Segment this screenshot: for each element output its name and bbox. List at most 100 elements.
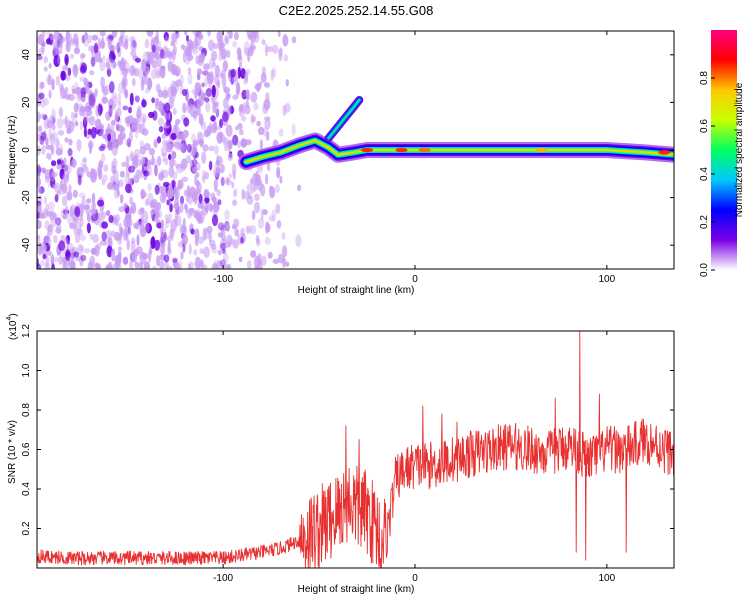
noise-speckle xyxy=(65,234,70,242)
noise-speckle xyxy=(129,196,133,205)
noise-speckle xyxy=(112,157,118,169)
noise-speckle xyxy=(182,233,189,246)
noise-speckle xyxy=(221,75,227,89)
noise-speckle xyxy=(216,155,223,167)
noise-speckle xyxy=(153,139,158,148)
noise-speckle xyxy=(246,31,251,38)
x-tick-label: -100 xyxy=(213,573,233,584)
noise-speckle xyxy=(143,261,151,269)
noise-speckle xyxy=(119,34,124,44)
noise-speckle xyxy=(232,199,238,206)
noise-speckle xyxy=(197,97,204,107)
snr-x-ticks: -100 0 100 xyxy=(213,331,616,584)
x-tick-label: 0 xyxy=(412,274,418,285)
noise-speckle xyxy=(136,108,142,119)
noise-speckle xyxy=(130,240,136,253)
noise-speckle xyxy=(136,234,140,247)
noise-speckle xyxy=(193,192,198,205)
noise-speckle xyxy=(213,167,219,177)
noise-speckle xyxy=(62,214,68,220)
noise-speckle xyxy=(196,68,203,76)
noise-speckle xyxy=(181,142,185,152)
noise-speckle xyxy=(170,40,176,47)
noise-speckle xyxy=(142,127,146,135)
noise-speckle xyxy=(195,172,200,178)
noise-speckle xyxy=(156,222,163,229)
noise-speckle xyxy=(137,208,144,216)
noise-speckle xyxy=(192,139,199,148)
noise-speckle xyxy=(271,209,277,222)
noise-speckle xyxy=(128,165,136,173)
noise-speckle xyxy=(159,239,166,248)
noise-speckle xyxy=(127,142,132,148)
noise-speckle xyxy=(62,260,68,269)
noise-speckle xyxy=(276,220,282,229)
noise-speckle xyxy=(196,208,201,215)
noise-speckle xyxy=(251,210,256,221)
noise-speckle xyxy=(82,164,88,174)
noise-speckle xyxy=(82,116,88,129)
noise-speckle xyxy=(40,131,47,141)
noise-speckle xyxy=(88,96,96,109)
noise-speckle xyxy=(56,189,61,197)
noise-speckle xyxy=(185,88,189,102)
noise-speckle xyxy=(244,71,249,82)
noise-speckle xyxy=(245,225,251,235)
noise-speckle xyxy=(101,231,107,242)
noise-speckle xyxy=(63,175,70,184)
noise-speckle xyxy=(53,55,61,67)
noise-speckle xyxy=(187,72,193,85)
colorbar-ticks: 0.0 0.2 0.4 0.6 0.8 xyxy=(699,71,715,277)
noise-speckle xyxy=(61,195,68,207)
noise-speckle xyxy=(140,79,145,92)
noise-speckle xyxy=(146,160,152,166)
noise-speckle xyxy=(37,164,41,177)
colorbar: 0.0 0.2 0.4 0.6 0.8 Normalized spectral ampl… xyxy=(699,30,745,277)
noise-speckle xyxy=(197,132,205,146)
noise-speckle xyxy=(145,222,153,234)
noise-speckle xyxy=(99,31,106,37)
noise-speckle xyxy=(56,244,61,256)
noise-speckle xyxy=(46,210,53,217)
noise-speckle xyxy=(83,248,91,254)
noise-speckle xyxy=(247,190,253,200)
noise-speckle xyxy=(139,251,145,259)
noise-speckle xyxy=(45,255,49,267)
noise-speckle xyxy=(107,132,111,142)
noise-speckle xyxy=(175,163,182,169)
noise-speckle xyxy=(66,127,72,135)
noise-speckle xyxy=(124,35,129,43)
noise-speckle xyxy=(124,38,129,50)
noise-speckle xyxy=(87,34,92,44)
noise-speckle xyxy=(230,76,235,85)
noise-speckle xyxy=(278,48,283,62)
noise-speckle xyxy=(262,103,269,115)
noise-speckle xyxy=(146,53,152,65)
noise-speckle xyxy=(227,139,233,150)
noise-speckle xyxy=(37,234,41,240)
noise-speckle xyxy=(225,179,233,186)
noise-speckle xyxy=(130,39,138,52)
noise-speckle xyxy=(37,145,42,156)
noise-speckle xyxy=(131,68,137,75)
noise-speckle xyxy=(47,236,52,247)
noise-speckle xyxy=(127,226,132,235)
noise-speckle xyxy=(222,248,226,255)
noise-speckle xyxy=(90,213,98,222)
noise-speckle xyxy=(232,170,236,180)
noise-speckle xyxy=(100,142,105,150)
noise-speckle xyxy=(98,57,103,64)
noise-speckle xyxy=(211,262,218,269)
noise-speckle xyxy=(68,138,73,146)
noise-speckle xyxy=(179,74,184,87)
noise-speckle xyxy=(282,33,288,47)
noise-speckle xyxy=(143,170,150,177)
noise-speckle xyxy=(119,60,126,71)
noise-speckle xyxy=(41,167,46,174)
noise-speckle xyxy=(238,129,244,136)
noise-speckle xyxy=(165,218,171,224)
noise-speckle xyxy=(172,203,179,209)
noise-speckle xyxy=(203,63,211,71)
noise-speckle xyxy=(100,211,107,219)
noise-speckle xyxy=(80,254,87,262)
